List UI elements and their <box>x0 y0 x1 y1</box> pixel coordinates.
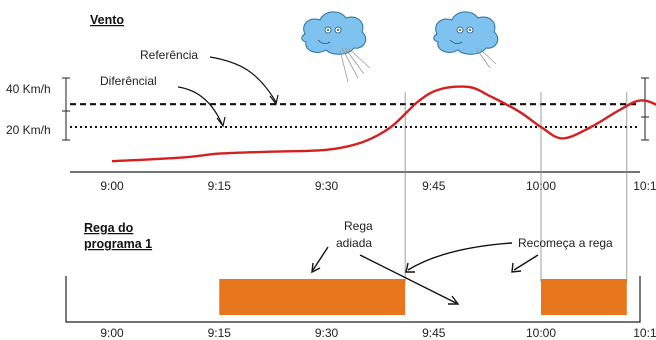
referencia-label: Referência <box>140 48 198 62</box>
irrigation-interval <box>541 279 627 315</box>
wind-chart-title: Vento <box>90 13 124 27</box>
wind-cloud-icon <box>433 11 499 69</box>
x-tick-label: 10:15 <box>633 179 656 193</box>
irrigation-title-line2: programa 1 <box>84 237 152 251</box>
irrigation-interval <box>219 279 406 315</box>
arrow-to-restart-1 <box>407 242 513 271</box>
rega-adiada-line1: Rega <box>344 219 373 233</box>
x-tick-label: 9:30 <box>315 179 339 193</box>
referencia-arrow <box>209 56 277 103</box>
rega-adiada-line2: adiada <box>336 236 372 250</box>
wind-speed-series <box>111 85 656 163</box>
arrow-head-1 <box>311 262 321 274</box>
wind-cloud-icon <box>301 11 371 83</box>
x-tick-label: 10:15 <box>633 326 656 340</box>
arrow-head-3 <box>405 262 415 273</box>
irrigation-frame <box>65 276 641 323</box>
recomeca-label: Recomeça a rega <box>518 236 613 250</box>
arrow-head-2 <box>448 295 460 305</box>
x-tick-label: 9:30 <box>315 326 339 340</box>
x-tick-label: 9:00 <box>100 179 124 193</box>
x-tick-label: 10:00 <box>526 326 556 340</box>
x-tick-label: 9:00 <box>100 326 124 340</box>
referencia-arrow-head <box>269 94 279 106</box>
x-tick-label: 9:45 <box>422 179 446 193</box>
event-guide-lines <box>404 92 628 282</box>
diferencial-arrow <box>177 86 223 125</box>
y-bracket-left <box>62 77 70 141</box>
irrigation-title-line1: Rega do <box>84 221 134 235</box>
x-tick-label: 9:15 <box>208 326 232 340</box>
diferencial-arrow-head <box>216 116 226 128</box>
irrigation-intervals <box>219 279 627 315</box>
y-bracket-right <box>641 77 649 141</box>
x-tick-label: 9:15 <box>208 179 232 193</box>
arrow-to-first-stop <box>312 246 329 271</box>
arrow-head-4 <box>511 262 522 273</box>
diferencial-label: Diferêncial <box>100 74 157 88</box>
x-tick-label: 10:00 <box>526 179 556 193</box>
y-label-20: 20 Km/h <box>6 123 51 137</box>
arrow-to-second-stop <box>359 254 457 304</box>
y-label-40: 40 Km/h <box>6 82 51 96</box>
x-tick-label: 9:45 <box>422 326 446 340</box>
arrow-to-restart-2 <box>513 254 539 271</box>
